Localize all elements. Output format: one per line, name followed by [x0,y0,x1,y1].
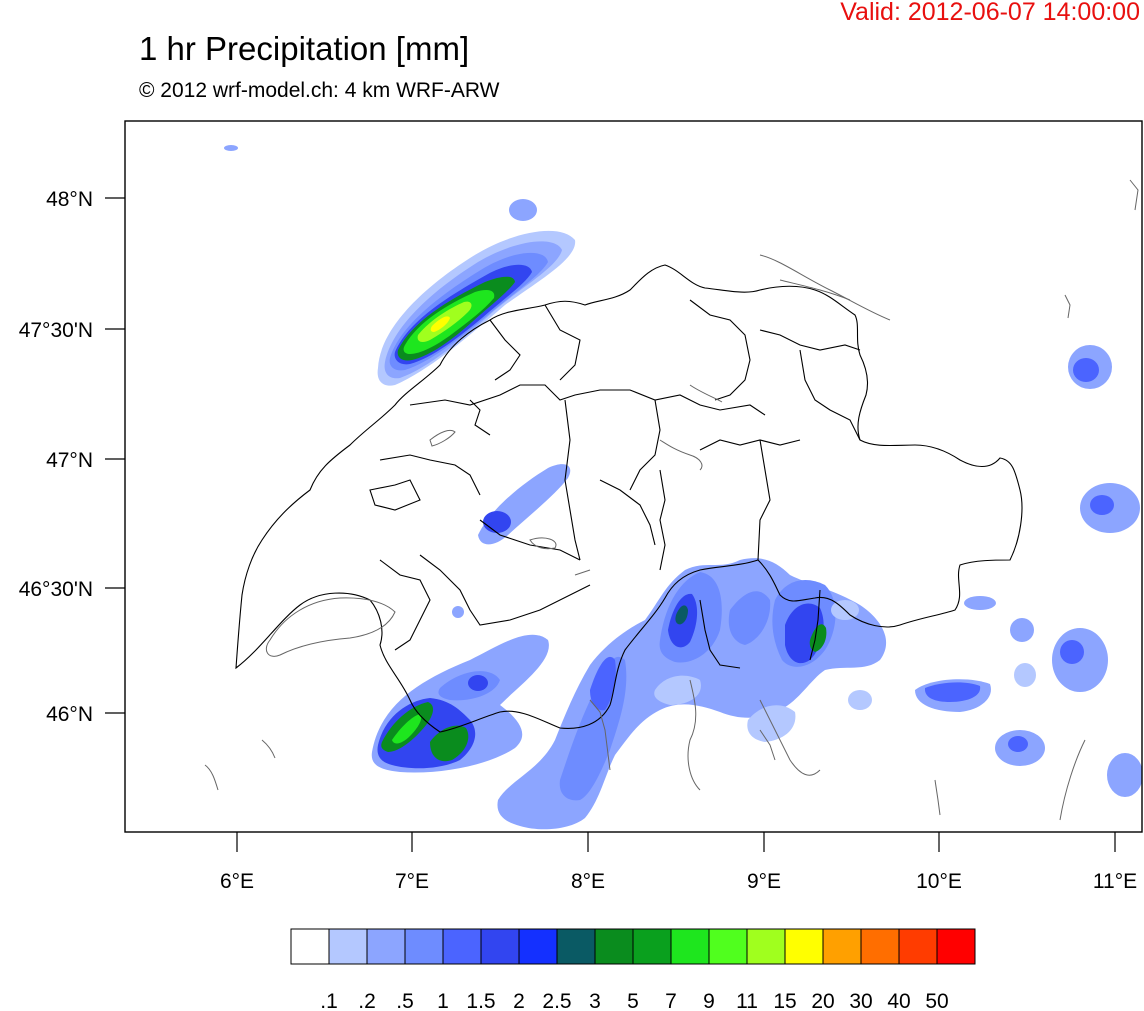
colorbar: .1 .2 .5 1 1.5 2 2.5 3 5 7 9 11 15 20 30 40 50 [290,928,976,1011]
colorbar-label: .5 [396,990,414,1011]
colorbar-label: .2 [358,990,376,1011]
colorbar-label: 7 [665,990,677,1011]
colorbar-label: 1.5 [466,990,495,1011]
lon-label-8e: 8°E [571,870,605,893]
colorbar-swatch [442,928,482,965]
colorbar-swatch [746,928,786,965]
colorbar-label: 50 [925,990,948,1011]
colorbar-label: 40 [887,990,910,1011]
colorbar-swatch [480,928,520,965]
plot-frame [124,120,1143,833]
colorbar-swatch [860,928,900,965]
lon-label-6e: 6°E [220,870,254,893]
colorbar-label: 5 [627,990,639,1011]
longitude-axis [236,832,1116,852]
lon-label-9e: 9°E [747,870,781,893]
lat-label-46-30n: 46°30'N [19,578,93,601]
colorbar-swatch [632,928,672,965]
map-subtitle: © 2012 wrf-model.ch: 4 km WRF-ARW [139,79,500,102]
colorbar-label: 9 [703,990,715,1011]
colorbar-swatch [290,928,330,965]
colorbar-label: 1 [437,990,449,1011]
colorbar-swatch [822,928,862,965]
lat-label-47n: 47°N [46,449,93,472]
latitude-axis [105,197,125,714]
colorbar-label: 2 [513,990,525,1011]
colorbar-swatch [898,928,938,965]
colorbar-swatch [708,928,748,965]
colorbar-swatch [366,928,406,965]
colorbar-label: 20 [811,990,834,1011]
colorbar-label: 30 [849,990,872,1011]
precipitation-field [224,145,1142,830]
lon-label-11e: 11°E [1093,870,1137,893]
colorbar-swatch [594,928,634,965]
colorbar-swatch [784,928,824,965]
valid-time: Valid: 2012-06-07 14:00:00 [840,0,1140,26]
colorbar-label: 3 [589,990,601,1011]
colorbar-swatch [328,928,368,965]
lat-label-47-30n: 47°30'N [19,319,93,342]
colorbar-label: .1 [320,990,338,1011]
lat-label-48n: 48°N [46,188,93,211]
swiss-borders [235,264,1023,733]
colorbar-label: 2.5 [542,990,571,1011]
colorbar-swatch [518,928,558,965]
map-title: 1 hr Precipitation [mm] [139,30,470,67]
colorbar-swatch [404,928,444,965]
colorbar-label: 11 [736,990,758,1011]
lat-label-46n: 46°N [46,703,93,726]
lon-label-7e: 7°E [395,870,429,893]
colorbar-swatch [556,928,596,965]
colorbar-swatch [670,928,710,965]
map-plot-area [204,145,1142,830]
lon-label-10e: 10°E [916,870,962,893]
lakes-and-rivers [204,179,1139,821]
colorbar-label: 15 [773,990,796,1011]
colorbar-swatch [936,928,976,965]
